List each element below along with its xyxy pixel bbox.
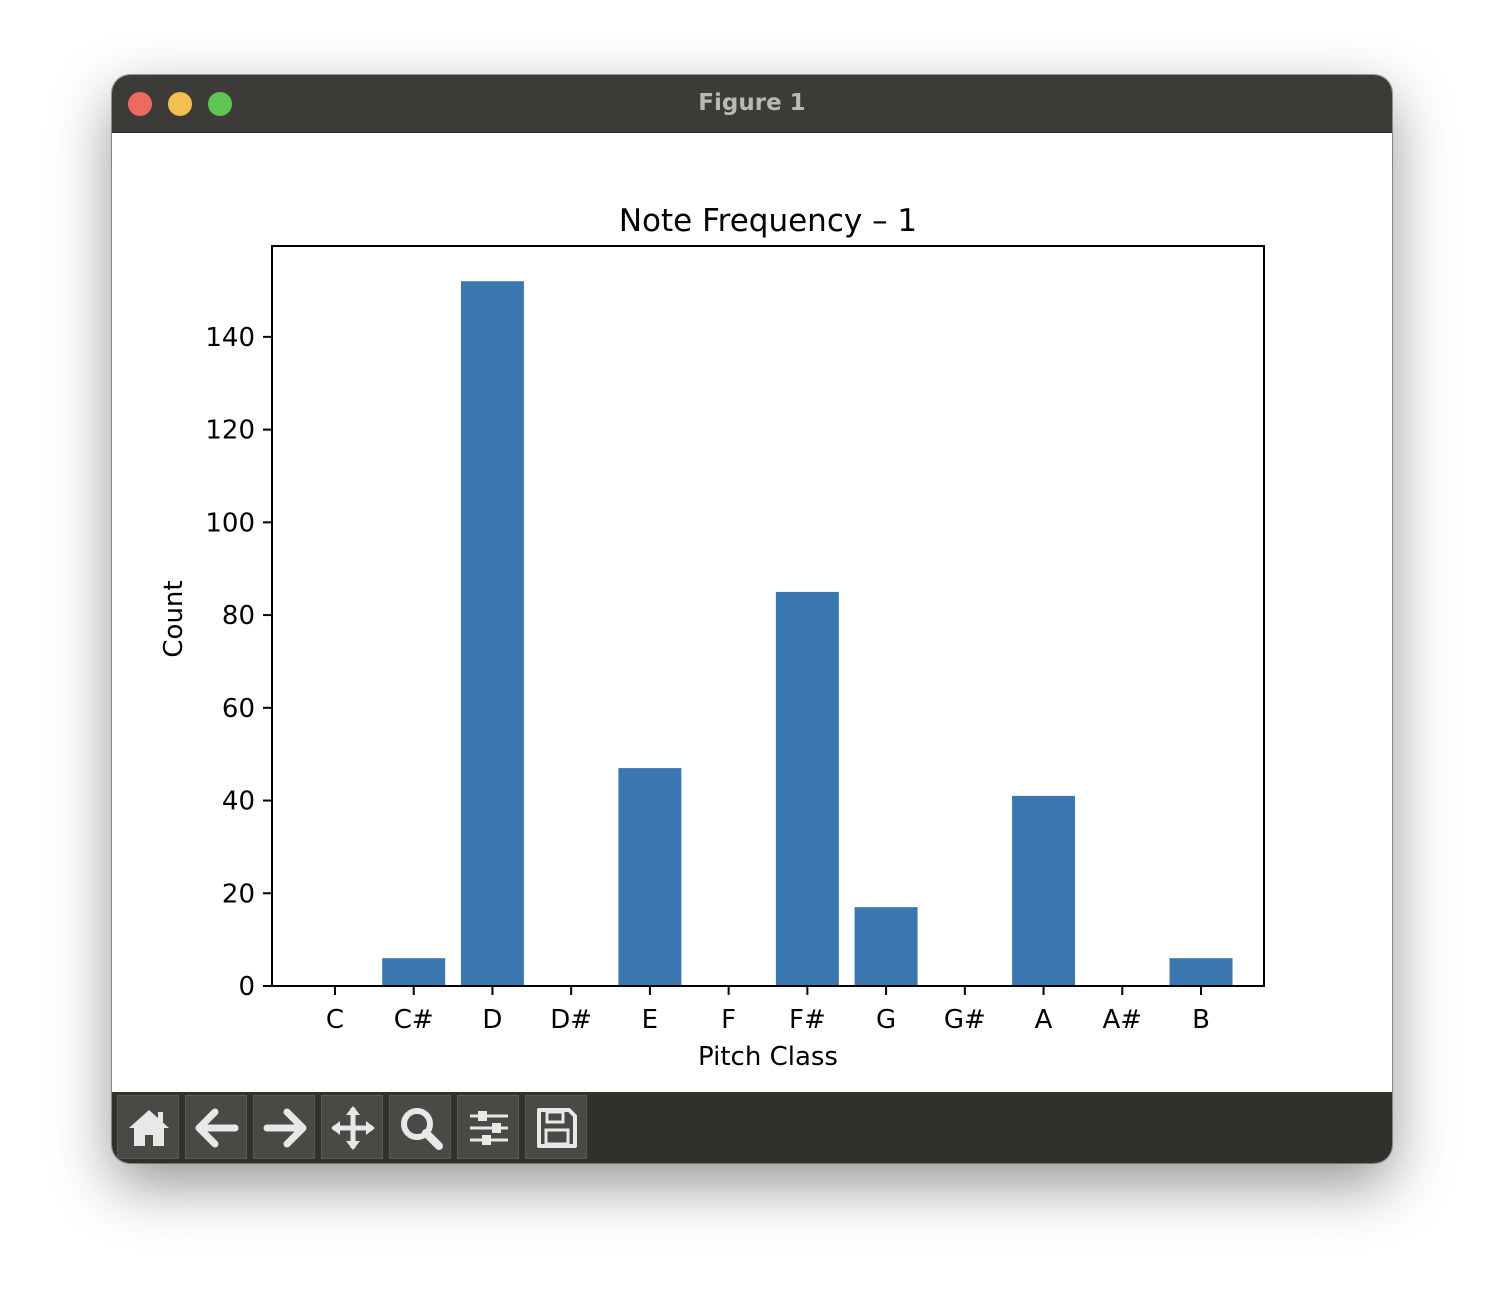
- arrow-left-icon: [195, 1108, 239, 1148]
- x-tick-label: B: [1192, 1005, 1210, 1035]
- arrow-right-icon: [263, 1108, 307, 1148]
- x-tick-label: D: [482, 1005, 502, 1035]
- y-axis-label: Count: [159, 580, 189, 657]
- x-axis-ticks: C C# D D# E F F# G G# A A# B: [326, 986, 1210, 1035]
- search-icon: [401, 1108, 443, 1150]
- y-tick-label: 80: [222, 601, 255, 631]
- home-button[interactable]: [117, 1095, 179, 1159]
- plot-frame: [271, 245, 1265, 987]
- bar-c-sharp: [382, 958, 446, 986]
- x-tick-label: F#: [789, 1005, 826, 1035]
- x-tick-label: F: [721, 1005, 736, 1035]
- home-icon: [129, 1110, 169, 1146]
- maximize-window-button[interactable]: [208, 92, 232, 116]
- window-title: Figure 1: [698, 90, 806, 116]
- forward-button[interactable]: [253, 1095, 315, 1159]
- bar-d: [460, 281, 524, 986]
- bar-g: [854, 907, 918, 986]
- navigation-toolbar: [112, 1092, 1392, 1163]
- bar-chart: Note Frequency – 1 Pitch Class Count C C#…: [159, 203, 1265, 1072]
- y-tick-label: 120: [205, 416, 255, 446]
- y-tick-label: 60: [222, 694, 255, 724]
- title-bar: Figure 1: [112, 75, 1392, 133]
- y-tick-label: 140: [205, 323, 255, 353]
- zoom-button[interactable]: [389, 1095, 451, 1159]
- minimize-window-button[interactable]: [168, 92, 192, 116]
- y-tick-label: 40: [222, 787, 255, 817]
- x-tick-label: C#: [394, 1005, 434, 1035]
- chart-title: Note Frequency – 1: [619, 203, 917, 239]
- y-tick-label: 0: [238, 972, 255, 1002]
- y-axis-ticks: 0 20 40 60 80 100 120 140: [205, 323, 272, 1002]
- pan-button[interactable]: [321, 1095, 383, 1159]
- figure-canvas[interactable]: Note Frequency – 1 Pitch Class Count C C#…: [112, 133, 1392, 1092]
- x-tick-label: E: [642, 1005, 658, 1035]
- x-tick-label: D#: [550, 1005, 592, 1035]
- x-axis-label: Pitch Class: [698, 1042, 838, 1072]
- x-tick-label: C: [326, 1005, 344, 1035]
- x-tick-label: G#: [944, 1005, 986, 1035]
- back-button[interactable]: [185, 1095, 247, 1159]
- save-button[interactable]: [525, 1095, 587, 1159]
- bar-b: [1169, 958, 1233, 986]
- move-icon: [331, 1106, 375, 1150]
- figure-window: Figure 1 Note Frequency – 1 Pitch Class …: [112, 75, 1392, 1163]
- y-tick-label: 100: [205, 508, 255, 538]
- bar-e: [618, 768, 682, 986]
- bars-group: [382, 281, 1233, 986]
- x-tick-label: G: [876, 1005, 896, 1035]
- sliders-icon: [470, 1111, 508, 1145]
- close-window-button[interactable]: [128, 92, 152, 116]
- bar-a: [1012, 795, 1076, 986]
- y-tick-label: 20: [222, 879, 255, 909]
- bar-f-sharp: [775, 591, 839, 986]
- x-tick-label: A: [1035, 1005, 1053, 1035]
- floppy-disk-icon: [537, 1108, 577, 1148]
- x-tick-label: A#: [1102, 1005, 1142, 1035]
- configure-subplots-button[interactable]: [457, 1095, 519, 1159]
